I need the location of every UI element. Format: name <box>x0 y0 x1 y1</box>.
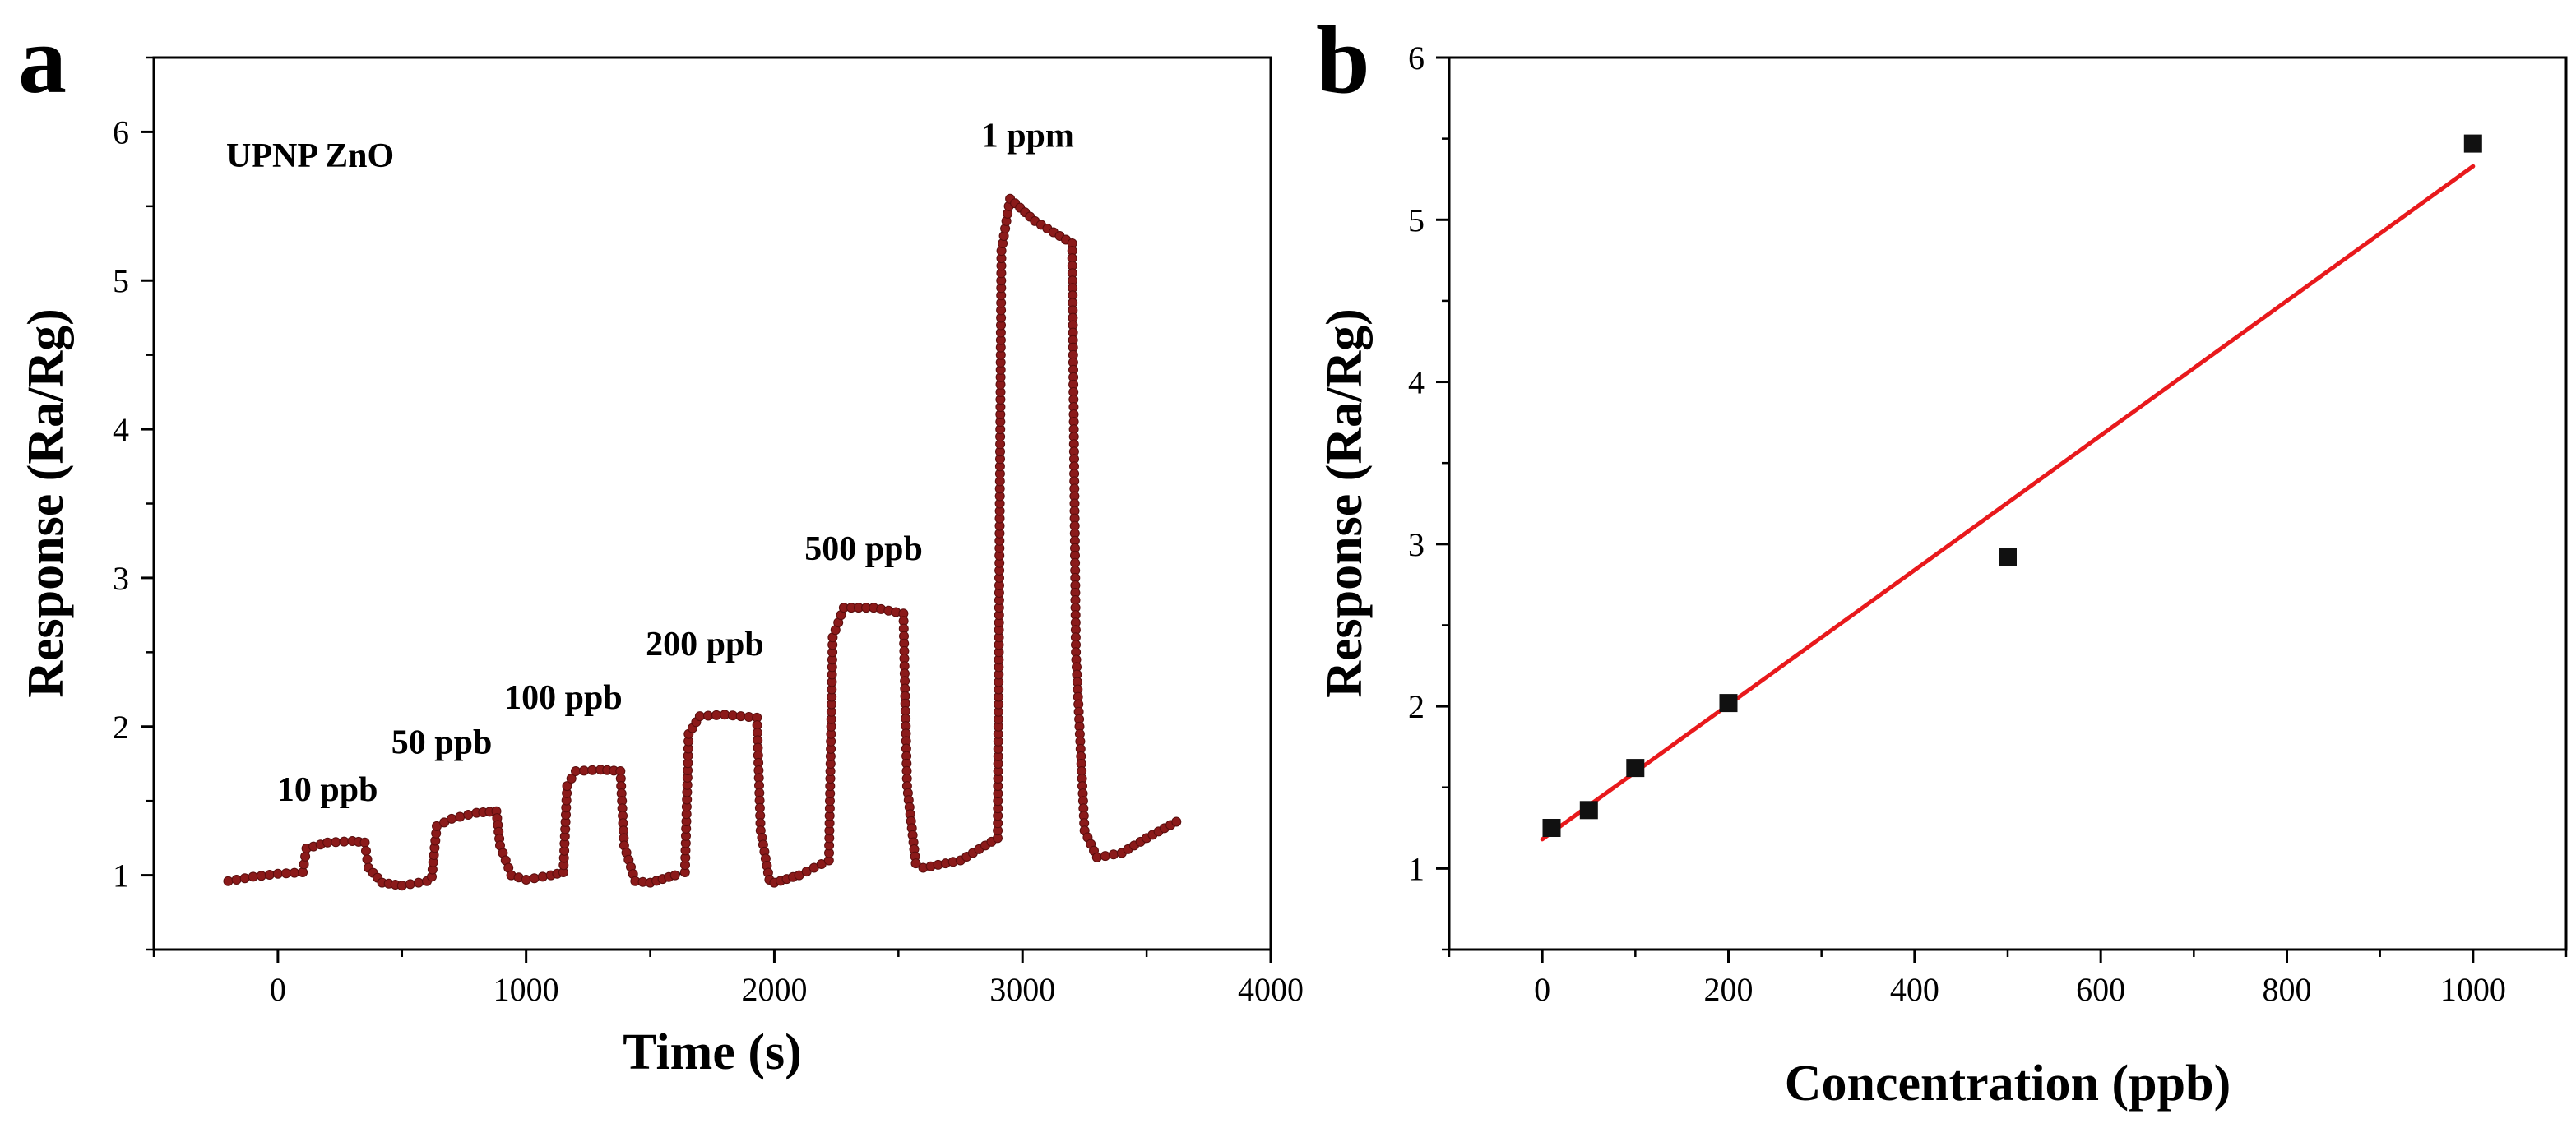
panel-a-letter: a <box>18 6 67 113</box>
panel-a-data-point <box>264 870 275 880</box>
panel-a-data-point <box>339 836 350 847</box>
panel-a-data-point <box>298 867 308 877</box>
panel-a-data-point <box>405 879 415 890</box>
panel-b-ticks: 0 200 400 600 800 1000 1 2 3 4 5 6 <box>1408 39 2568 1008</box>
panel-a-data-point <box>1108 849 1119 860</box>
panel-a-data-point <box>463 810 474 820</box>
panel-b-ytick-label: 5 <box>1408 201 1425 238</box>
panel-b-xtick-label: 200 <box>1704 971 1754 1008</box>
panel-a-ylabel: Response (Ra/Rg) <box>18 308 74 698</box>
panel-b-ytick-label: 3 <box>1408 526 1425 563</box>
panel-a-data-point <box>566 774 577 784</box>
panel-a-data-point <box>735 711 746 722</box>
panel-a-data-point <box>272 868 283 879</box>
panel-a-xtick-label: 3000 <box>989 971 1055 1008</box>
panel-a-data-point <box>537 871 548 882</box>
panel-a-data-point <box>362 854 373 865</box>
panel-a-xtick-label: 0 <box>270 971 286 1008</box>
panel-a-annotation: 10 ppb <box>277 771 378 809</box>
panel-b-fit-line <box>1540 164 2476 842</box>
panel-a-xtick-label: 1000 <box>493 971 559 1008</box>
panel-a-data-point <box>669 870 680 881</box>
panel-a-ytick-label: 2 <box>113 709 129 746</box>
panel-a-data-point <box>727 710 738 721</box>
panel-a-data-point <box>694 711 705 722</box>
panel-a-annotation: 1 ppm <box>981 118 1074 155</box>
panel-a-data-point <box>223 876 234 886</box>
panel-b-xtick-label: 400 <box>1890 971 1939 1008</box>
panel-b-ylabel: Response (Ra/Rg) <box>1317 308 1373 698</box>
panel-a-title: UPNP ZnO <box>226 137 394 175</box>
panel-a-ytick-label: 5 <box>113 262 129 299</box>
panel-a-data-point <box>571 766 581 776</box>
panel-a-data-point <box>455 811 466 822</box>
panel-a-data-point <box>1091 852 1102 862</box>
panel-b-data-point <box>1626 759 1645 778</box>
panel-b-ytick-label: 6 <box>1408 39 1425 76</box>
panel-a-data-point <box>322 837 333 848</box>
panel-b-fit <box>1540 164 2476 842</box>
panel-b-xlabel: Concentration (ppb) <box>1785 1056 2231 1112</box>
panel-a-data-point <box>361 846 371 856</box>
panel-a-data-point <box>413 877 424 888</box>
panel-a-data-point <box>1171 816 1182 827</box>
panel-b-xtick-label: 600 <box>2076 971 2125 1008</box>
panel-a-annotation: 50 ppb <box>391 723 493 761</box>
panel-a-data-point <box>300 851 311 862</box>
panel-a-data-point <box>280 868 291 879</box>
panel-a-xlabel: Time (s) <box>623 1024 802 1080</box>
panel-a-ticks: 0 1000 2000 3000 4000 1 2 3 4 5 6 <box>113 56 1304 1008</box>
panel-a-data-point <box>744 712 754 722</box>
panel-a-data-point <box>239 873 250 884</box>
panel-b-data-point <box>1999 548 2017 566</box>
panel-a-data-point <box>290 867 299 878</box>
panel-a-data-point <box>521 875 531 885</box>
panel-a-annotation: 100 ppb <box>504 679 623 717</box>
panel-a-ytick-label: 3 <box>113 560 129 597</box>
panel-b-data-point <box>1719 694 1738 713</box>
panel-a-data-point <box>562 781 572 792</box>
panel-a-data-point <box>703 710 713 721</box>
panel-a-data-point <box>1100 851 1110 862</box>
panel-b-data-point <box>1542 819 1561 837</box>
panel-b: b 0 200 400 600 800 1000 1 2 3 4 5 6 Concentration … <box>1316 6 2568 1112</box>
panel-b-ytick-label: 2 <box>1408 688 1425 725</box>
panel-a-ytick-label: 1 <box>113 858 129 895</box>
panel-a-xtick-label: 4000 <box>1238 971 1304 1008</box>
panel-a-data-point <box>396 881 407 891</box>
panel-a-annotation: 500 ppb <box>804 530 923 568</box>
panel-a-annotations: 10 ppb 50 ppb 100 ppb 200 ppb 500 ppb 1 ppm <box>277 118 1074 810</box>
panel-b-letter: b <box>1316 6 1370 113</box>
panel-a-data-point <box>359 837 370 848</box>
panel-b-data-point <box>2463 134 2482 153</box>
panel-b-xtick-label: 0 <box>1534 971 1550 1008</box>
panel-a-frame <box>152 56 1272 951</box>
panel-a-ytick-label: 6 <box>113 113 129 150</box>
panel-a-data-point <box>256 871 266 881</box>
panel-a-data-point <box>579 765 590 776</box>
panel-b-ytick-label: 1 <box>1408 850 1425 887</box>
panel-b-data-point <box>1579 801 1598 820</box>
panel-b-ytick-label: 4 <box>1408 364 1425 401</box>
panel-a-annotation: 200 ppb <box>646 626 764 663</box>
panel-a-data-point <box>587 765 598 775</box>
panel-a-ytick-label: 4 <box>113 411 129 448</box>
panel-a-data-point <box>711 710 721 720</box>
panel-a-data-point <box>248 871 258 882</box>
panel-a-data-point <box>231 875 242 885</box>
panel-a-data-point <box>331 837 341 848</box>
panel-b-xtick-label: 1000 <box>2440 971 2506 1008</box>
panel-b-xtick-label: 800 <box>2263 971 2312 1008</box>
panel-a-data-point <box>529 873 540 884</box>
panel-a-series <box>223 193 1182 891</box>
panel-b-series <box>1542 134 2482 837</box>
panel-a-data-point <box>910 858 921 869</box>
panel-a-data-point <box>447 813 457 824</box>
panel-a-xtick-label: 2000 <box>741 971 807 1008</box>
panel-a-data-point <box>720 710 730 720</box>
